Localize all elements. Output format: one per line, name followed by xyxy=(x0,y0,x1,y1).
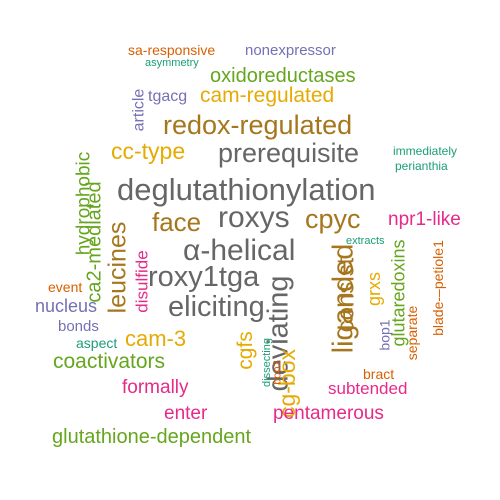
word-blade-petiole1: blade-–petiole1 xyxy=(429,240,446,336)
word-sa-responsive: sa-responsive xyxy=(128,42,216,58)
word-coactivators: coactivators xyxy=(53,350,166,373)
word-bop1: bop1 xyxy=(376,319,393,351)
word-cam-3: cam-3 xyxy=(125,326,187,351)
word-cpyc: cpyc xyxy=(305,204,361,234)
word-nonexpressor: nonexpressor xyxy=(245,42,336,59)
word-ca2-mediated: ca2-mediated xyxy=(83,181,106,303)
word-extracts: extracts xyxy=(346,235,385,247)
word-cam-regulated: cam-regulated xyxy=(200,84,335,107)
word-separate: separate xyxy=(404,305,421,361)
word-alpha-helical: α-helical xyxy=(183,234,296,267)
word-nucleus: nucleus xyxy=(35,296,98,316)
word-leucines: leucines xyxy=(103,221,132,314)
word-redox-regulated: redox-regulated xyxy=(163,110,353,140)
word-cc-type: cc-type xyxy=(111,138,186,164)
word-roxy1tga: roxy1tga xyxy=(148,261,260,293)
word-deglutathionylation: deglutathionylation xyxy=(117,172,376,207)
word-bract: bract xyxy=(363,366,395,382)
word-aspect: aspect xyxy=(76,335,118,351)
word-enter: enter xyxy=(164,403,208,424)
word-bonds: bonds xyxy=(58,318,99,335)
word-glutathione-dependent: glutathione-dependent xyxy=(52,426,252,448)
word-npr1-like: npr1-like xyxy=(388,209,461,230)
word-perianthia: perianthia xyxy=(395,159,448,173)
word-eliciting: eliciting xyxy=(168,291,265,323)
word-bop2: bop2 xyxy=(271,360,284,385)
word-consist: consist xyxy=(332,257,360,333)
word-prerequisite: prerequisite xyxy=(218,138,360,168)
word-event: event xyxy=(48,279,83,295)
word-immediately: immediately xyxy=(393,144,458,158)
word-oxidoreductases: oxidoreductases xyxy=(210,65,356,87)
word-tgacg: tgacg xyxy=(148,88,188,105)
word-face: face xyxy=(152,207,202,237)
word-subtended: subtended xyxy=(328,379,408,398)
word-cgfs: cgfs xyxy=(233,331,257,370)
word-pentamerous: pentamerous xyxy=(273,403,384,424)
word-article: article xyxy=(130,88,148,132)
word-formally: formally xyxy=(122,377,189,398)
word-grxs: grxs xyxy=(364,271,385,307)
word-roxys: roxys xyxy=(218,201,290,234)
word-asymmetry: asymmetry xyxy=(145,57,199,69)
